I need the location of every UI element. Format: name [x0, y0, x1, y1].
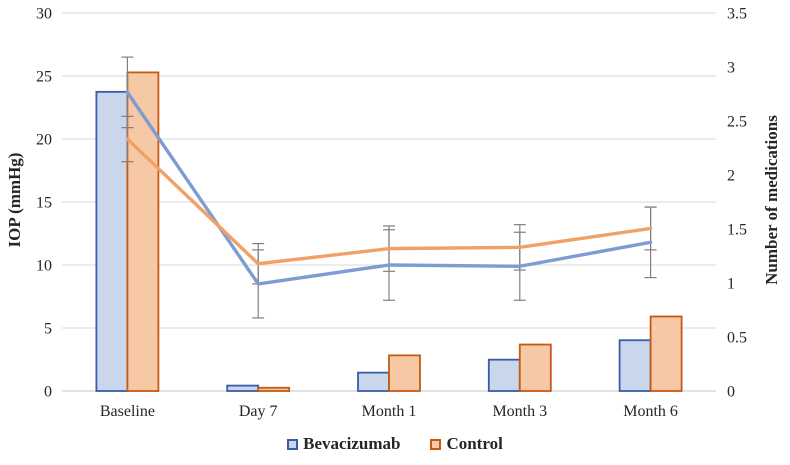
- left-axis-tick-label: 10: [36, 258, 52, 275]
- bar-control-month-3: [518, 343, 552, 392]
- bar-bevacizumab-day-7: [226, 384, 260, 392]
- legend-item-control: Control: [430, 434, 503, 454]
- right-axis-title: Number of medications: [762, 115, 781, 285]
- x-axis-label-baseline: Baseline: [100, 403, 155, 420]
- right-axis-tick-label: 3.5: [727, 6, 747, 23]
- x-axis-label-month-6: Month 6: [623, 403, 678, 420]
- bar-bevacizumab-month-3: [487, 358, 521, 392]
- right-axis-tick-label: 2.5: [727, 114, 747, 131]
- left-axis-title: IOP (mmHg): [5, 152, 24, 248]
- bar-control-month-6: [649, 315, 683, 392]
- x-axis-label-day-7: Day 7: [239, 403, 278, 420]
- right-axis-tick-label: 0: [727, 384, 735, 401]
- legend: Bevacizumab Control: [0, 434, 790, 454]
- bar-control-baseline: [126, 71, 160, 392]
- bar-control-month-1: [388, 354, 421, 392]
- legend-label-bevacizumab: Bevacizumab: [303, 434, 401, 453]
- line-series-control: [125, 137, 653, 266]
- bar-bevacizumab-month-1: [357, 371, 390, 392]
- legend-item-bevacizumab: Bevacizumab: [287, 434, 400, 454]
- bar-bevacizumab-baseline: [95, 90, 129, 392]
- left-axis-tick-label: 25: [36, 69, 52, 86]
- right-axis-tick-label: 1.5: [727, 222, 747, 239]
- left-axis-tick-label: 0: [44, 384, 52, 401]
- bevacizumab-swatch-icon: [287, 438, 299, 450]
- bar-control-day-7: [257, 386, 291, 392]
- bar-bevacizumab-month-6: [618, 339, 652, 392]
- left-axis-tick-label: 15: [36, 195, 52, 212]
- left-axis-tick-label: 20: [36, 132, 52, 149]
- right-axis-tick-label: 3: [727, 60, 735, 77]
- right-axis-tick-label: 1: [727, 276, 735, 293]
- right-axis-tick-label: 0.5: [727, 330, 747, 347]
- x-axis-label-month-1: Month 1: [362, 403, 417, 420]
- x-axis-label-month-3: Month 3: [492, 403, 547, 420]
- right-axis-tick-label: 2: [727, 168, 735, 185]
- control-swatch-icon: [430, 438, 442, 450]
- left-axis-tick-label: 30: [36, 6, 52, 23]
- legend-label-control: Control: [446, 434, 503, 453]
- left-axis-tick-label: 5: [44, 321, 52, 338]
